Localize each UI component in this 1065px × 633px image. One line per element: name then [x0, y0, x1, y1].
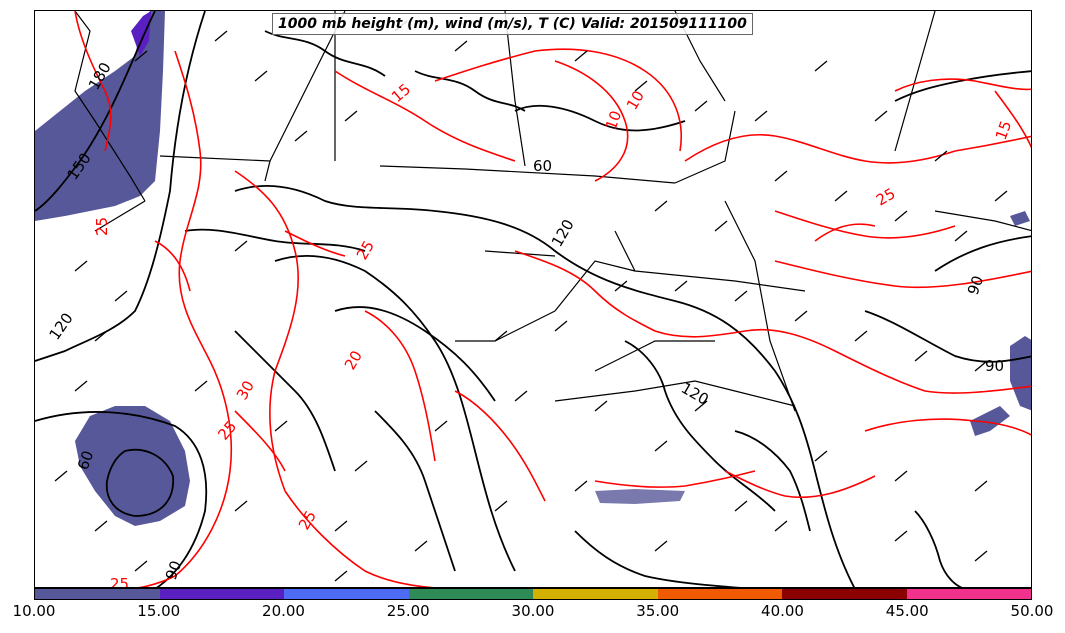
height-label: 90: [162, 558, 185, 582]
colorbar-segment: [657, 589, 782, 599]
colorbar-tick-label: 15.00: [137, 602, 181, 620]
colorbar-segment: [159, 589, 284, 599]
colorbar-segment: [906, 589, 1031, 599]
colorbar-tick-label: 20.00: [262, 602, 305, 620]
temperature-label: 10: [602, 108, 625, 132]
wind-speed-shading: [35, 11, 1031, 526]
temperature-contours: [74, 11, 1031, 587]
temperature-label: 25: [353, 237, 378, 263]
colorbar-tick-label: 50.00: [1010, 602, 1054, 620]
colorbar-tick-label: 40.00: [761, 602, 804, 620]
colorbar-tick-labels: 10.00 15.00 20.00 25.00 30.00 35.00 40.00 45.00…: [0, 602, 1065, 622]
wind-speed-colorbar: [34, 588, 1032, 600]
temperature-label: 25: [93, 217, 111, 236]
colorbar-segment: [533, 589, 658, 599]
colorbar-tick-label: 25.00: [386, 602, 430, 620]
shading-east: [1010, 336, 1031, 411]
colorbar-tick-label: 45.00: [885, 602, 929, 620]
shading-northwest-core: [131, 11, 151, 56]
height-label: 60: [74, 448, 97, 472]
height-contours: [35, 11, 1031, 587]
height-label: 120: [46, 310, 77, 344]
height-label: 90: [964, 273, 987, 297]
wind-barbs: [54, 20, 1008, 582]
height-label: 60: [533, 157, 552, 175]
colorbar-segment: [35, 589, 160, 599]
shading-southwest: [75, 406, 190, 526]
shading-northwest: [35, 11, 165, 221]
shading-northeast: [1010, 211, 1030, 226]
colorbar-segment: [408, 589, 533, 599]
colorbar-tick-label: 35.00: [636, 602, 680, 620]
height-label: 120: [548, 216, 578, 250]
map-canvas: 150 180 120 60 90 90 120 60 90 120 25 25…: [35, 11, 1031, 588]
colorbar-tick-label: 10.00: [12, 602, 56, 620]
shading-east-small: [970, 406, 1010, 436]
map-title: 1000 mb height (m), wind (m/s), T (C) Va…: [272, 13, 753, 35]
shading-gulf: [595, 489, 685, 504]
temperature-label: 25: [214, 417, 240, 443]
colorbar-segment: [782, 589, 907, 599]
temperature-label: 20: [341, 347, 366, 373]
state-boundaries: [74, 11, 1031, 412]
height-label: 90: [985, 357, 1004, 375]
temperature-label: 30: [233, 377, 258, 403]
colorbar-tick-label: 30.00: [511, 602, 555, 620]
map-panel: 150 180 120 60 90 90 120 60 90 120 25 25…: [34, 10, 1032, 588]
temperature-label: 25: [873, 184, 899, 209]
temperature-contour-labels: 25 25 15 10 10 25 20 25 30 25 15 25: [93, 80, 1015, 588]
temperature-label: 25: [110, 575, 129, 588]
colorbar-segment: [284, 589, 409, 599]
temperature-label: 15: [992, 118, 1015, 142]
temperature-label: 10: [623, 87, 648, 113]
